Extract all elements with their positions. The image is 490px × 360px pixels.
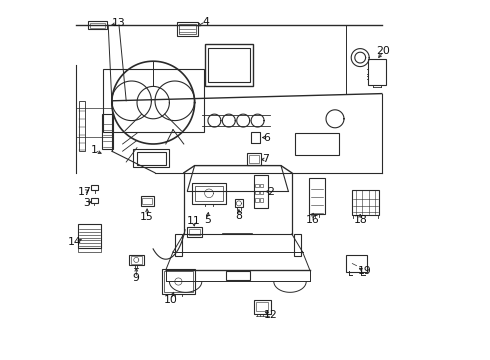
Bar bbox=[79, 101, 85, 151]
Bar bbox=[78, 248, 100, 252]
Text: 13: 13 bbox=[111, 18, 125, 28]
Bar bbox=[137, 152, 166, 165]
Bar bbox=[162, 269, 195, 294]
Text: 4: 4 bbox=[202, 17, 209, 27]
Bar bbox=[204, 44, 253, 85]
Bar bbox=[310, 178, 324, 214]
Bar bbox=[260, 184, 263, 187]
Bar bbox=[129, 255, 144, 265]
Text: 3: 3 bbox=[83, 198, 90, 208]
Bar bbox=[130, 256, 142, 264]
Bar bbox=[260, 191, 263, 194]
Text: 12: 12 bbox=[263, 310, 277, 320]
Bar bbox=[78, 224, 100, 248]
Bar bbox=[352, 190, 379, 215]
Bar bbox=[247, 153, 261, 165]
Bar bbox=[255, 191, 259, 194]
Text: 15: 15 bbox=[140, 212, 154, 222]
Bar bbox=[187, 227, 202, 237]
Bar bbox=[133, 149, 170, 167]
Text: 9: 9 bbox=[133, 273, 140, 283]
Bar bbox=[256, 302, 269, 311]
Bar bbox=[102, 114, 113, 148]
Bar bbox=[91, 185, 98, 190]
Bar bbox=[368, 59, 387, 85]
Text: 20: 20 bbox=[377, 46, 391, 56]
Text: 19: 19 bbox=[358, 266, 371, 276]
Bar bbox=[254, 300, 270, 314]
Bar bbox=[192, 183, 226, 204]
Text: 14: 14 bbox=[68, 237, 82, 247]
Bar bbox=[103, 69, 204, 132]
Text: 1: 1 bbox=[91, 145, 98, 156]
Text: 6: 6 bbox=[263, 132, 270, 143]
Bar bbox=[91, 198, 98, 203]
Bar bbox=[208, 48, 249, 82]
Bar bbox=[176, 22, 198, 36]
Bar bbox=[90, 23, 104, 28]
Text: 5: 5 bbox=[204, 215, 211, 225]
Bar bbox=[255, 184, 259, 187]
Bar bbox=[164, 271, 193, 292]
Bar bbox=[195, 186, 223, 201]
Text: 2: 2 bbox=[267, 186, 273, 197]
Bar bbox=[226, 271, 249, 280]
Text: 18: 18 bbox=[353, 215, 367, 225]
Text: 8: 8 bbox=[235, 211, 243, 221]
Text: 11: 11 bbox=[187, 216, 201, 226]
Bar bbox=[295, 133, 339, 155]
Text: 16: 16 bbox=[306, 215, 319, 225]
Bar bbox=[179, 24, 196, 34]
Bar bbox=[88, 21, 107, 29]
Bar bbox=[251, 132, 261, 143]
Bar bbox=[294, 234, 301, 256]
Bar bbox=[143, 198, 152, 204]
Bar bbox=[346, 256, 368, 271]
Bar bbox=[255, 198, 259, 202]
Bar bbox=[189, 229, 200, 235]
Text: 10: 10 bbox=[164, 294, 178, 305]
Bar bbox=[254, 175, 269, 208]
Bar bbox=[248, 155, 259, 163]
Bar bbox=[260, 198, 263, 202]
Bar bbox=[141, 196, 153, 206]
Bar bbox=[175, 234, 182, 256]
Bar bbox=[235, 199, 243, 207]
Text: 7: 7 bbox=[263, 154, 270, 165]
Text: 17: 17 bbox=[78, 186, 92, 197]
